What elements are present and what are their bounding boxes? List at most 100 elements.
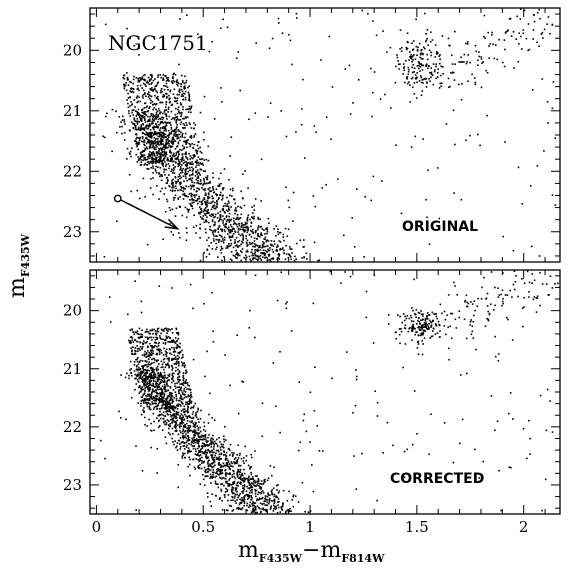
data-point — [193, 136, 195, 138]
data-point — [479, 56, 481, 58]
data-point — [148, 359, 150, 361]
data-point — [289, 207, 291, 209]
data-point — [280, 232, 282, 234]
data-point — [195, 412, 197, 414]
data-point — [174, 385, 176, 387]
data-point — [186, 124, 188, 126]
data-point — [212, 172, 214, 174]
data-point — [157, 141, 159, 143]
data-point — [152, 118, 154, 120]
data-point — [225, 469, 227, 471]
data-point — [150, 363, 152, 365]
data-point — [469, 135, 471, 137]
data-point — [195, 150, 197, 152]
data-point — [134, 106, 136, 108]
data-point — [253, 257, 255, 259]
data-point — [257, 217, 259, 219]
data-point — [170, 425, 172, 427]
data-point — [273, 510, 275, 512]
data-point — [386, 51, 388, 53]
data-point — [239, 245, 241, 247]
data-point — [186, 142, 188, 144]
data-point — [178, 91, 180, 93]
data-point — [180, 104, 182, 106]
data-point — [184, 431, 186, 433]
data-point — [320, 59, 322, 61]
data-point — [214, 419, 216, 421]
data-point — [176, 396, 178, 398]
reddening-vector-line — [121, 200, 178, 229]
data-point — [352, 102, 354, 104]
data-point — [136, 137, 138, 139]
data-point — [141, 329, 143, 331]
data-point — [103, 136, 105, 138]
data-point — [163, 348, 165, 350]
data-point — [404, 82, 406, 84]
data-point — [222, 466, 224, 468]
data-point — [502, 301, 504, 303]
data-point — [537, 295, 539, 297]
data-point — [156, 126, 158, 128]
data-point — [181, 402, 183, 404]
data-point — [185, 161, 187, 163]
data-point — [243, 488, 245, 490]
data-point — [213, 208, 215, 210]
data-point — [189, 109, 191, 111]
data-point — [170, 423, 172, 425]
data-point — [175, 337, 177, 339]
data-point — [145, 356, 147, 358]
data-point — [452, 63, 454, 65]
data-point — [146, 383, 148, 385]
data-point — [426, 86, 428, 88]
data-point — [461, 199, 463, 201]
data-point — [124, 132, 126, 134]
data-point — [181, 413, 183, 415]
data-point — [171, 158, 173, 160]
data-point — [477, 60, 479, 62]
data-point — [152, 114, 154, 116]
data-point — [138, 127, 140, 129]
data-point — [262, 256, 264, 258]
data-point — [244, 499, 246, 501]
data-point — [190, 163, 192, 165]
data-point — [141, 124, 143, 126]
data-point — [207, 437, 209, 439]
data-point — [274, 494, 276, 496]
data-point — [226, 205, 228, 207]
data-point — [182, 437, 184, 439]
data-point — [259, 492, 261, 494]
data-point — [149, 374, 151, 376]
data-point — [419, 323, 421, 325]
data-point — [227, 27, 229, 29]
data-point — [184, 193, 186, 195]
data-point — [178, 151, 180, 153]
data-point — [156, 334, 158, 336]
data-point — [142, 123, 144, 125]
data-point — [296, 13, 298, 15]
data-point — [288, 229, 290, 231]
data-point — [521, 48, 523, 50]
data-point — [141, 371, 143, 373]
data-point — [154, 137, 156, 139]
data-point — [257, 233, 259, 235]
data-point — [435, 56, 437, 58]
data-point — [222, 240, 224, 242]
data-point — [148, 385, 150, 387]
data-point — [177, 377, 179, 379]
data-point — [167, 111, 169, 113]
data-point — [421, 94, 423, 96]
data-point — [188, 451, 190, 453]
corrected-points — [100, 271, 558, 514]
data-point — [179, 183, 181, 185]
data-point — [169, 186, 171, 188]
data-point — [188, 437, 190, 439]
data-point — [184, 436, 186, 438]
data-point — [418, 61, 420, 63]
data-point — [144, 92, 146, 94]
data-point — [502, 62, 504, 64]
data-point — [406, 78, 408, 80]
data-point — [477, 64, 479, 66]
data-point — [182, 168, 184, 170]
data-point — [207, 188, 209, 190]
data-point — [408, 81, 410, 83]
